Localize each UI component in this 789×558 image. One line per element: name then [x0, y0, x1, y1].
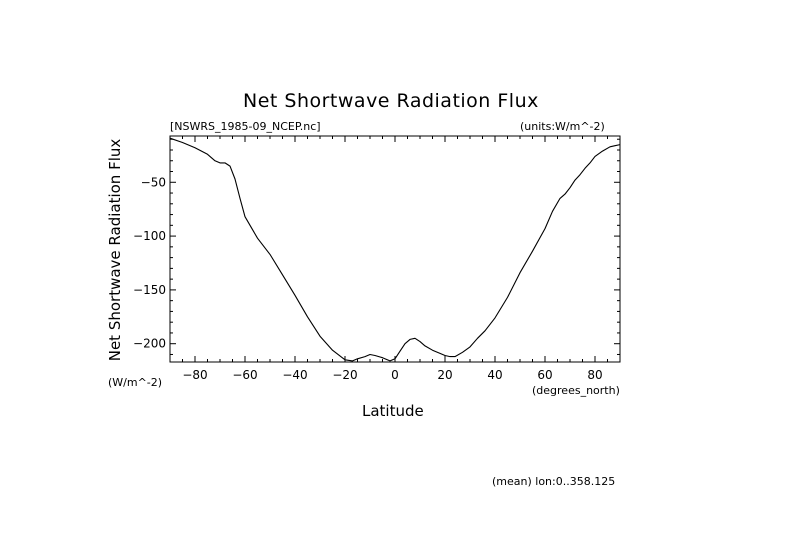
x-units-label: (degrees_north) [532, 384, 620, 397]
footer-label: (mean) lon:0..358.125 [492, 475, 616, 488]
y-tick-label: −150 [133, 283, 166, 297]
x-tick-label: 20 [437, 368, 452, 382]
x-tick-label: 60 [537, 368, 552, 382]
x-tick-label: 40 [487, 368, 502, 382]
y-tick-label: −100 [133, 229, 166, 243]
x-axis-label: Latitude [362, 402, 424, 420]
x-tick-label: −40 [282, 368, 307, 382]
file-label: [NSWRS_1985-09_NCEP.nc] [170, 120, 321, 133]
y-units-label: (W/m^-2) [108, 376, 163, 389]
x-tick-label: −80 [182, 368, 207, 382]
chart-title: Net Shortwave Radiation Flux [243, 90, 539, 112]
y-tick-label: −200 [133, 337, 166, 351]
x-tick-label: 0 [391, 368, 399, 382]
y-tick-label: −50 [141, 175, 166, 189]
x-tick-label: 80 [587, 368, 602, 382]
series-line [169, 137, 621, 362]
units-label: (units:W/m^-2) [520, 120, 605, 133]
plot-frame [169, 135, 621, 363]
x-tick-label: −60 [232, 368, 257, 382]
x-tick-label: −20 [332, 368, 357, 382]
